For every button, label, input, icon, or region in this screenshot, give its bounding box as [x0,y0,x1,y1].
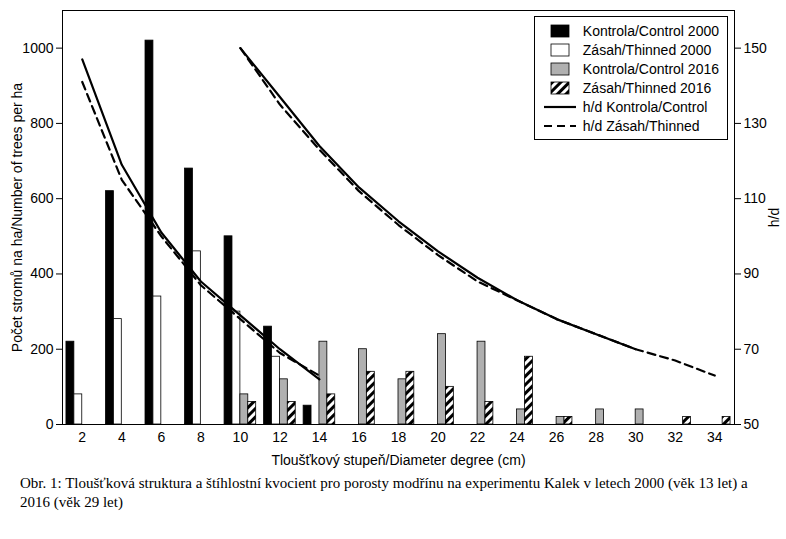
svg-text:90: 90 [744,265,760,281]
svg-text:150: 150 [744,40,768,56]
svg-text:16: 16 [351,429,367,445]
html-text:Kontrola/Control 2000: Kontrola/Control 2000 [582,22,719,39]
svg-text:24: 24 [509,429,525,445]
svg-text:Počet stromů na ha/Number of t: Počet stromů na ha/Number of trees per h… [9,83,25,352]
svg-text:Tloušťkový stupeň/Diameter deg: Tloušťkový stupeň/Diameter degree (cm) [271,452,525,468]
svg-text:50: 50 [744,416,760,432]
svg-text:34: 34 [707,429,723,445]
html-text:Zásah/Thinned 2000: Zásah/Thinned 2000 [582,41,712,58]
svg-text:110: 110 [744,190,767,206]
svg-text:600: 600 [30,190,54,206]
svg-text:20: 20 [430,429,446,445]
svg-text:130: 130 [744,115,768,131]
svg-text:14: 14 [312,429,328,445]
svg-text:10: 10 [233,429,249,445]
svg-text:28: 28 [588,429,604,445]
html-text:Obr. 1: Tloušťková struktura a: Obr. 1: Tloušťková struktura a štíhlostn… [20,475,748,510]
svg-text:2: 2 [78,429,86,445]
svg-text:26: 26 [549,429,565,445]
svg-text:1000: 1000 [22,40,53,56]
svg-text:18: 18 [391,429,407,445]
html-text:h/d Zásah/Thinned: h/d Zásah/Thinned [582,117,700,134]
svg-text:8: 8 [197,429,205,445]
svg-text:4: 4 [118,429,126,445]
svg-text:12: 12 [272,429,288,445]
svg-text:22: 22 [470,429,486,445]
svg-text:400: 400 [30,265,54,281]
html-text:h/d Kontrola/Control: h/d Kontrola/Control [582,98,708,115]
svg-text:6: 6 [157,429,165,445]
svg-text:30: 30 [628,429,644,445]
svg-text:70: 70 [744,341,760,357]
html-text:Kontrola/Control 2016: Kontrola/Control 2016 [582,60,719,77]
html-text:Zásah/Thinned 2016: Zásah/Thinned 2016 [582,79,712,96]
svg-text:200: 200 [30,341,54,357]
svg-text:800: 800 [30,115,54,131]
svg-text:32: 32 [667,429,683,445]
svg-text:0: 0 [46,416,54,432]
svg-text:h/d: h/d [766,208,782,227]
